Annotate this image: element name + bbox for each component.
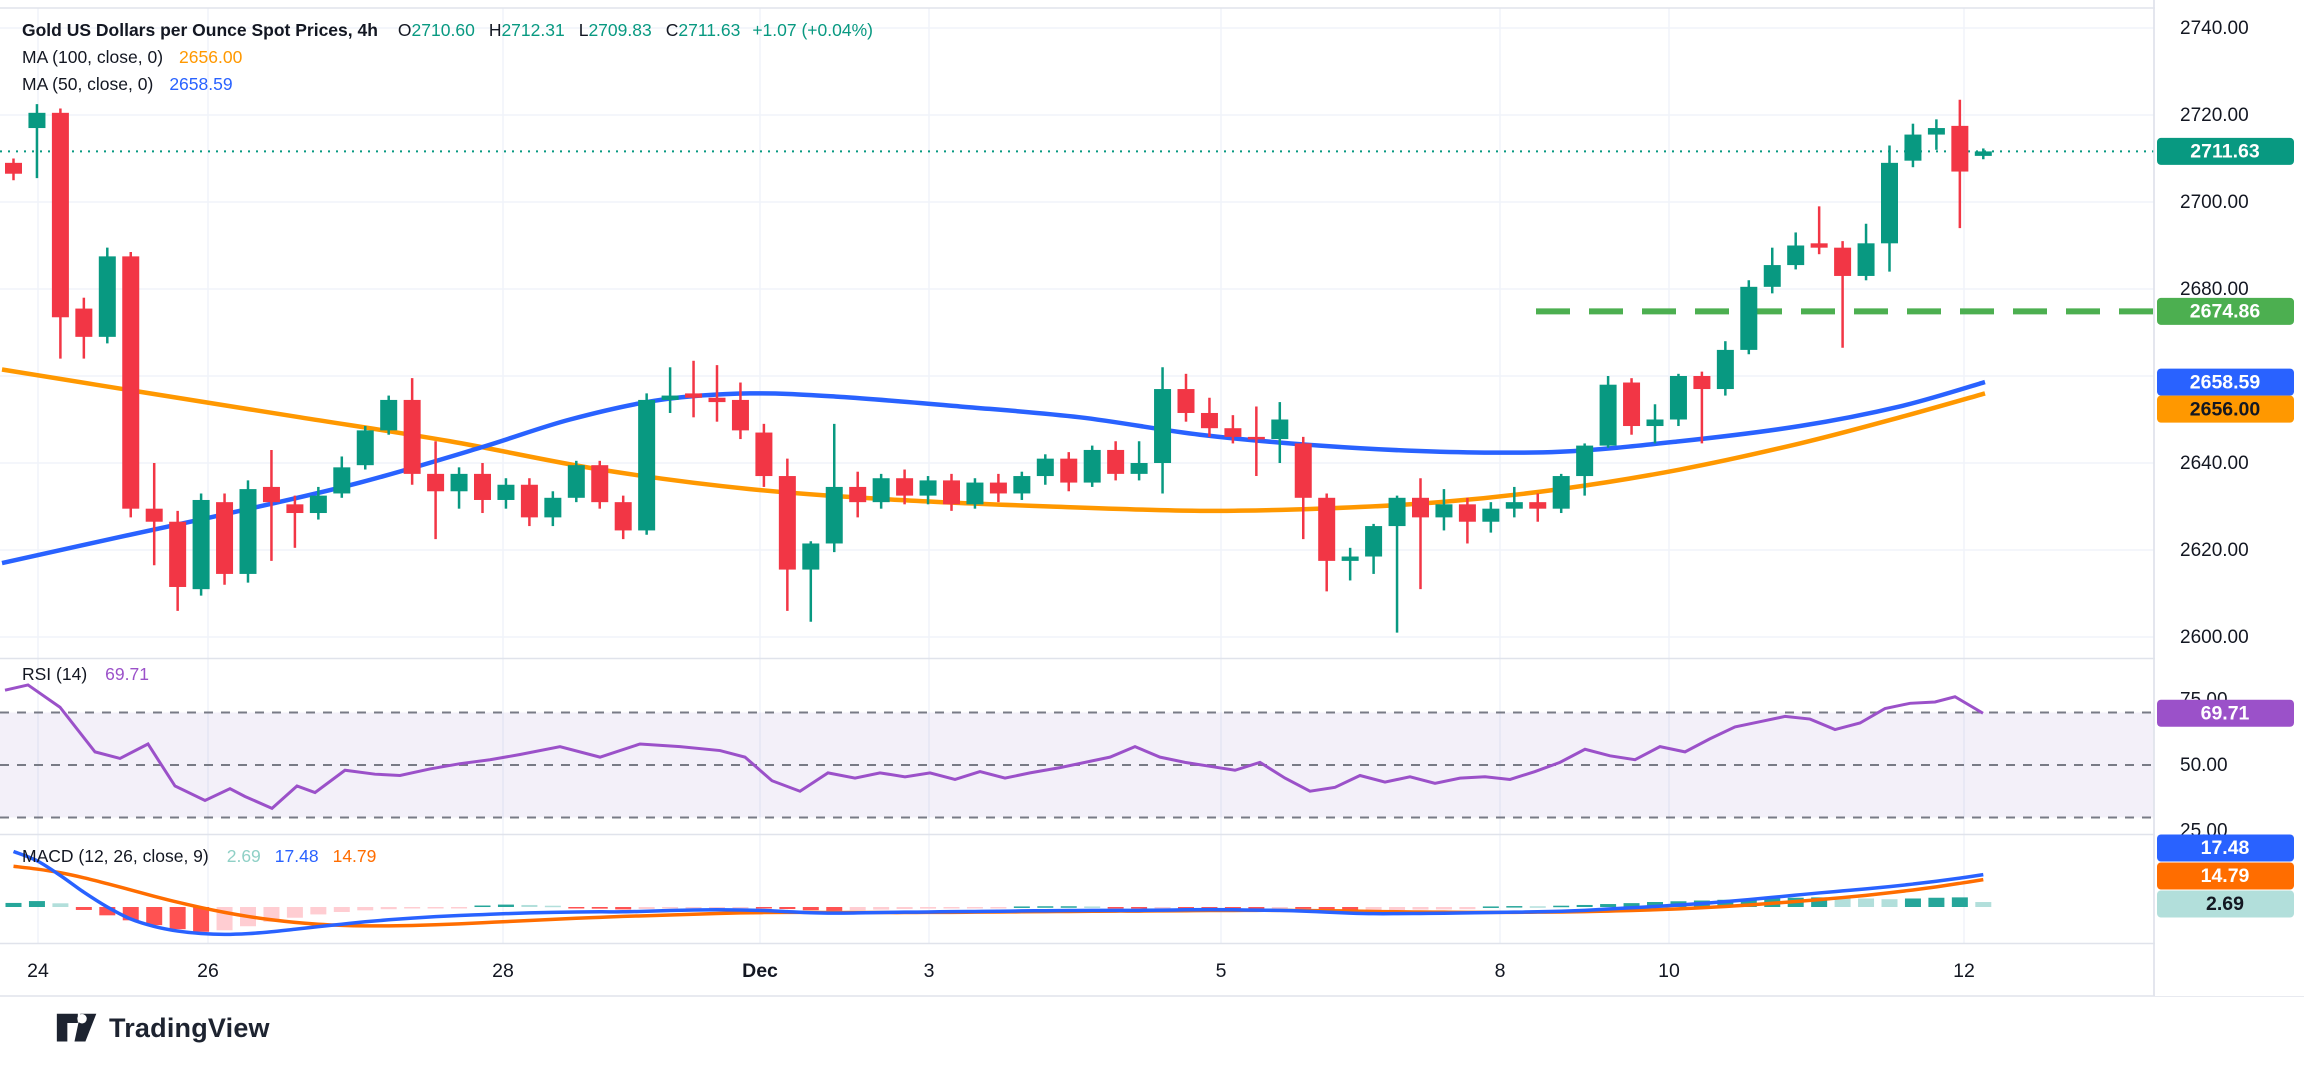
candles-layer[interactable] [5,99,1992,633]
svg-text:12: 12 [1953,960,1975,982]
price-badge: 2674.86 [2157,297,2294,325]
price-badge: 2656.00 [2157,395,2294,423]
svg-text:50.00: 50.00 [2180,755,2228,776]
svg-text:2600.00: 2600.00 [2180,627,2249,648]
price-badge: 2711.63 [2157,137,2294,165]
rsi-label: RSI (14) [22,664,88,684]
close-value: 2711.63 [678,20,741,40]
svg-text:26: 26 [197,960,219,982]
svg-text:2656.00: 2656.00 [2190,398,2261,420]
price-badge: 17.48 [2157,834,2294,862]
ma50-legend-row[interactable]: MA (50, close, 0) 2658.59 [22,74,873,101]
svg-text:2.69: 2.69 [2206,893,2244,915]
ma50-line[interactable] [1,379,1986,566]
ohlc-values: O2710.60 H2712.31 L2709.83 C2711.63 [397,20,741,40]
svg-text:5: 5 [1216,960,1227,982]
ma100-value: 2656.00 [179,47,243,67]
price-badge: 69.71 [2157,699,2294,727]
svg-text:2740.00: 2740.00 [2180,18,2249,39]
macd-signal-value: 14.79 [332,846,377,866]
rsi-pane [0,711,2154,819]
change-value: +1.07 (+0.04%) [752,20,873,40]
macd-main-line[interactable] [12,849,1984,937]
macd-legend: MACD (12, 26, close, 9) 2.69 17.48 14.79 [22,846,376,873]
svg-text:10: 10 [1658,960,1680,982]
svg-text:24: 24 [27,960,49,982]
macd-legend-row[interactable]: MACD (12, 26, close, 9) 2.69 17.48 14.79 [22,846,376,873]
ma100-legend-row[interactable]: MA (100, close, 0) 2656.00 [22,47,873,74]
svg-text:Dec: Dec [742,960,778,982]
svg-text:17.48: 17.48 [2201,837,2250,859]
ma50-label: MA (50, close, 0) [22,74,154,94]
svg-text:2674.86: 2674.86 [2190,301,2261,323]
symbol-title: Gold US Dollars per Ounce Spot Prices, 4… [22,20,378,40]
svg-text:2700.00: 2700.00 [2180,192,2249,213]
macd-hist-value: 2.69 [226,846,261,866]
price-scale[interactable]: 2740.00 2720.00 2700.00 2680.00 2640.00 2620.… [2153,0,2304,996]
svg-text:3: 3 [924,960,935,982]
svg-text:69.71: 69.71 [2201,702,2250,724]
svg-text:2711.63: 2711.63 [2190,141,2260,163]
price-badge: 2.69 [2157,890,2294,918]
tradingview-brand-text: TradingView [109,1012,270,1043]
open-value: 2710.60 [411,20,475,40]
ma100-line[interactable] [1,367,1986,514]
pane-separators [0,0,2304,997]
price-badge: 2658.59 [2157,368,2294,396]
macd-label: MACD (12, 26, close, 9) [22,846,209,866]
macd-signal-line[interactable] [13,864,1984,928]
time-scale[interactable]: 24 26 28 Dec 3 5 8 10 12 [27,960,1975,982]
rsi-line[interactable] [4,683,1984,811]
svg-text:14.79: 14.79 [2201,865,2250,887]
macd-line-value: 17.48 [274,846,319,866]
symbol-legend-row[interactable]: Gold US Dollars per Ounce Spot Prices, 4… [22,20,873,47]
price-badge: 14.79 [2157,862,2294,890]
svg-text:28: 28 [492,960,514,982]
svg-text:2658.59: 2658.59 [2190,371,2261,393]
tradingview-logo-icon [56,1013,97,1042]
rsi-legend: RSI (14) 69.71 [22,664,149,691]
svg-text:2620.00: 2620.00 [2180,540,2249,561]
high-value: 2712.31 [501,20,565,40]
ma100-label: MA (100, close, 0) [22,47,164,67]
svg-text:2640.00: 2640.00 [2180,453,2249,474]
low-value: 2709.83 [588,20,652,40]
svg-text:2720.00: 2720.00 [2180,105,2249,126]
svg-text:2680.00: 2680.00 [2180,279,2249,300]
tradingview-logo[interactable]: TradingView [56,1010,270,1046]
rsi-legend-row[interactable]: RSI (14) 69.71 [22,664,149,691]
svg-text:8: 8 [1495,960,1506,982]
rsi-value: 69.71 [105,664,149,684]
ma50-value: 2658.59 [169,74,233,94]
main-legend: Gold US Dollars per Ounce Spot Prices, 4… [22,20,873,101]
